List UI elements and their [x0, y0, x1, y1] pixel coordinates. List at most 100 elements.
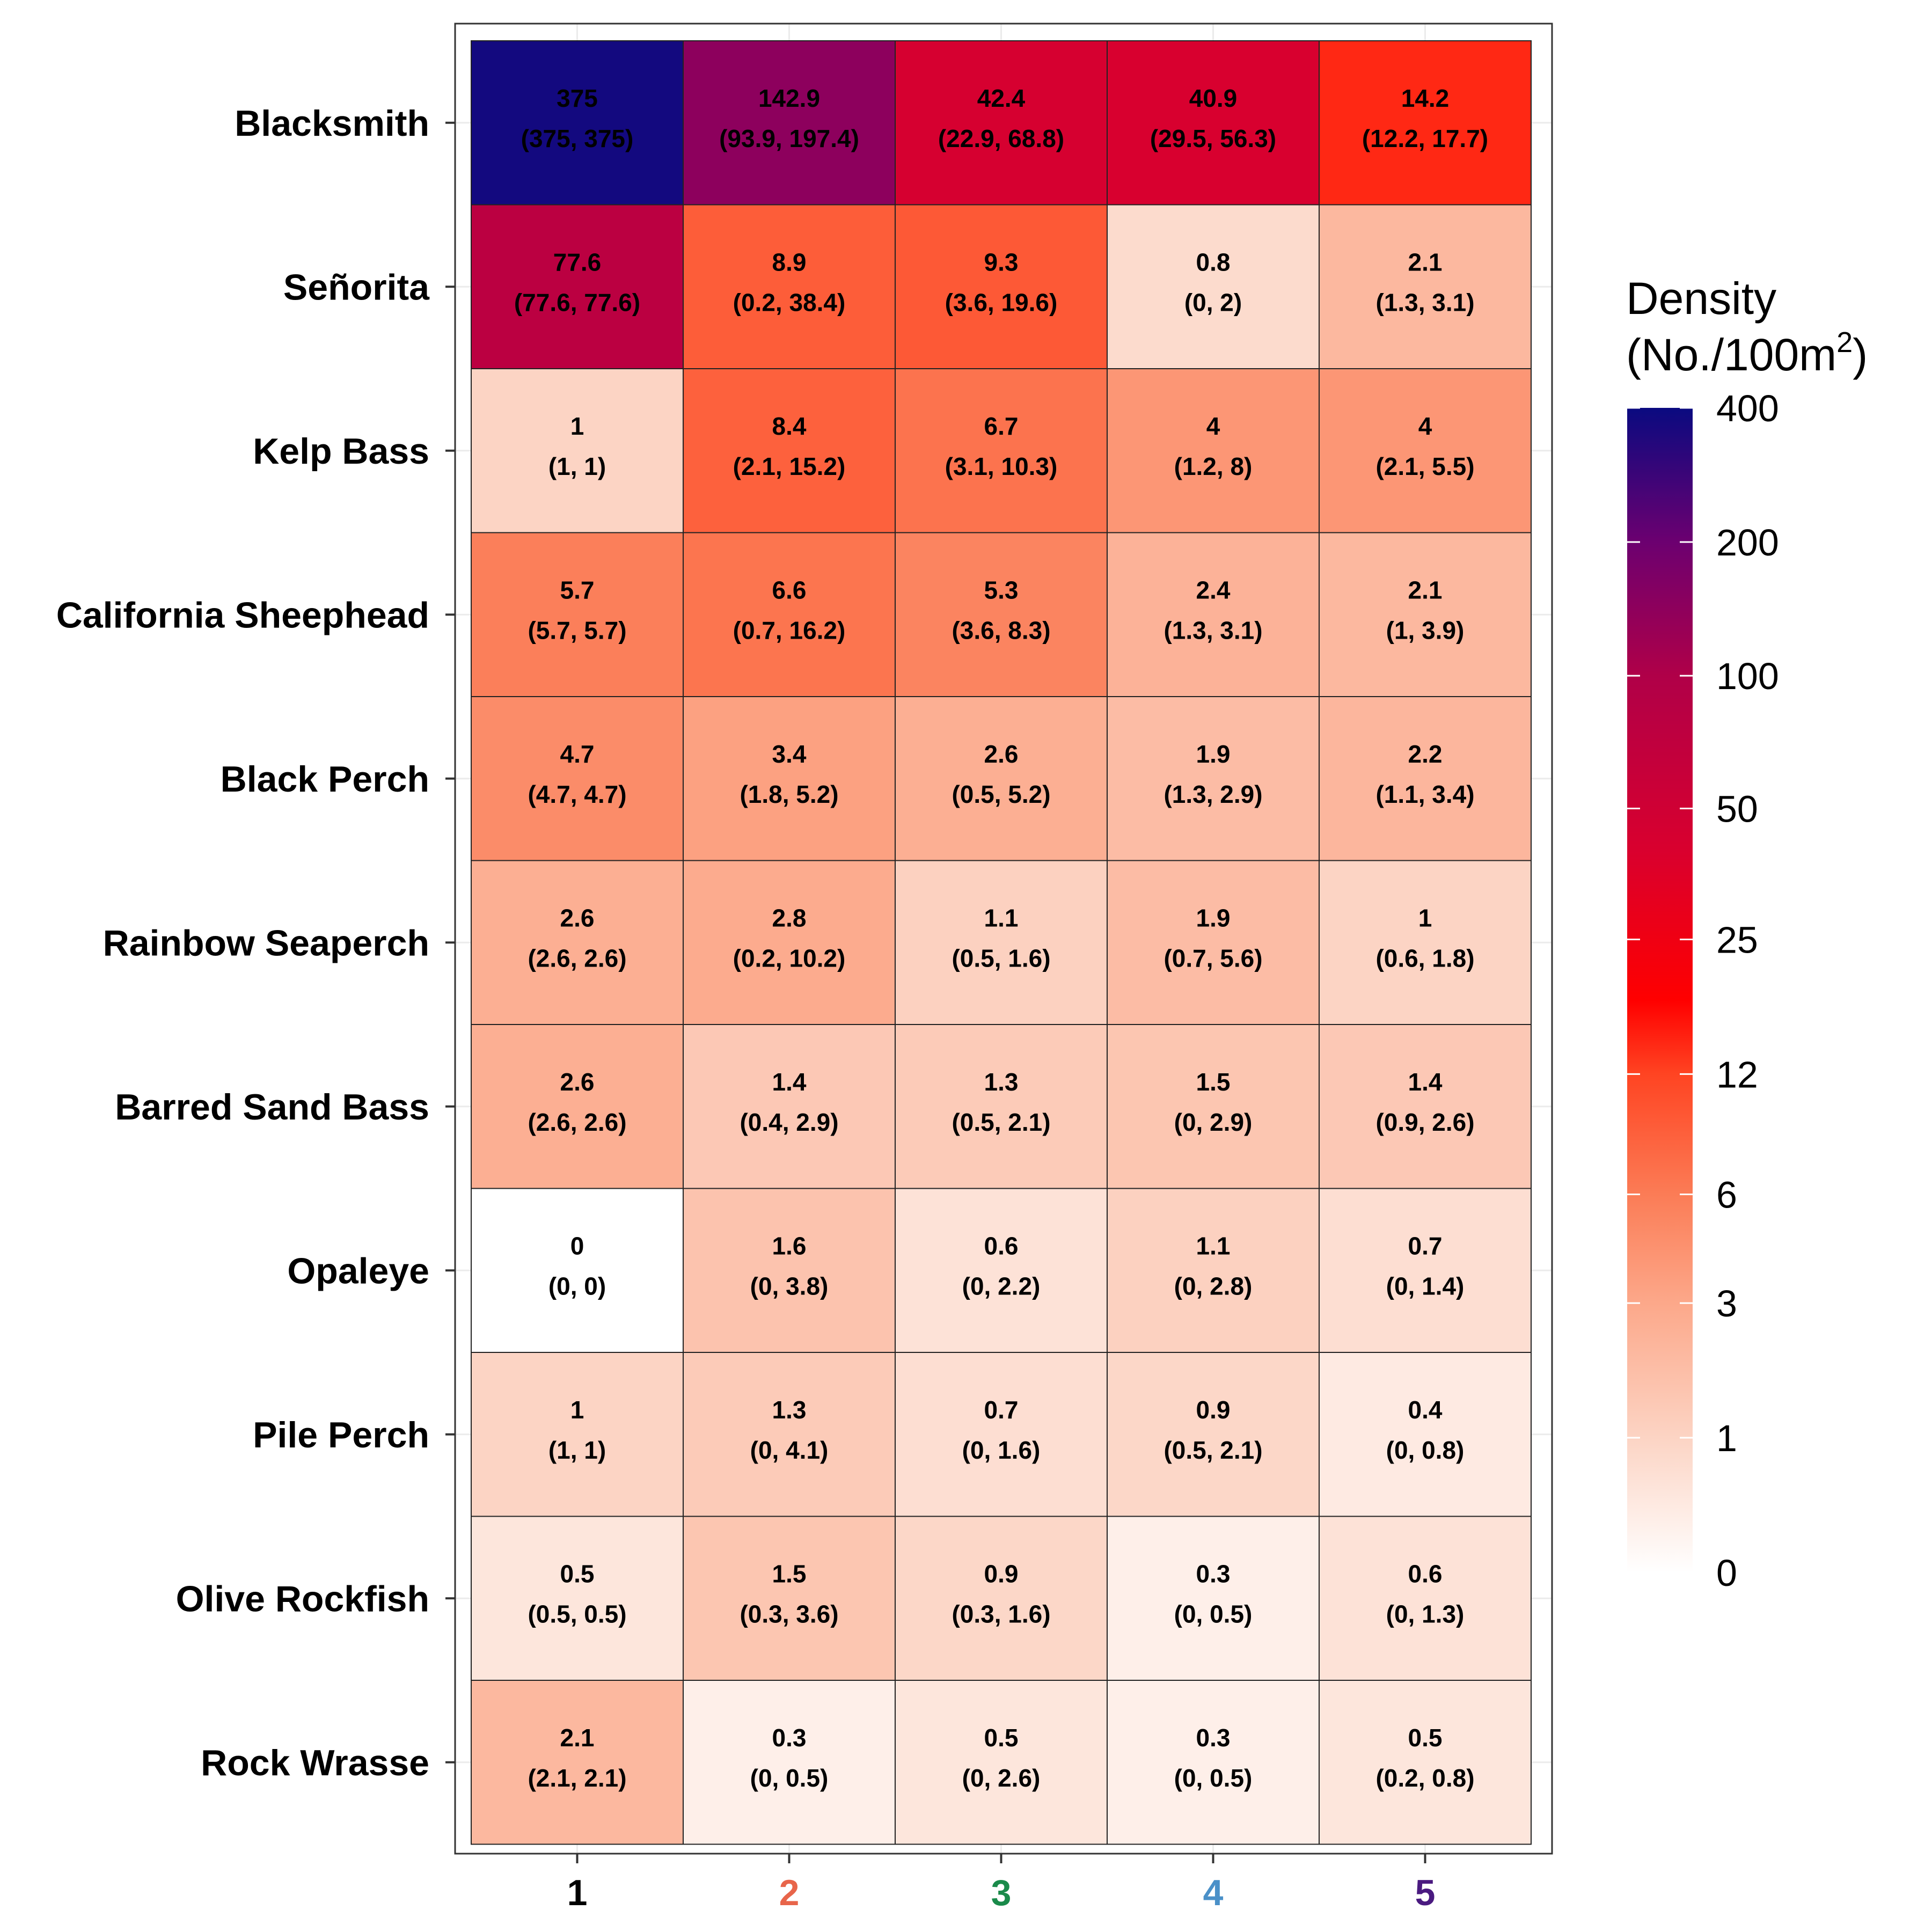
cell-ci-label: (3.6, 8.3) — [952, 617, 1050, 645]
y-axis-tick-label: California Sheephead — [56, 595, 429, 635]
cell-value-label: 4 — [1206, 412, 1220, 440]
cell-ci-label: (0, 2.6) — [962, 1764, 1041, 1792]
legend-tick-label: 100 — [1716, 655, 1779, 697]
cell-value-label: 0.5 — [560, 1560, 595, 1588]
cell-value-label: 5.3 — [984, 576, 1019, 604]
cell-ci-label: (0.9, 2.6) — [1375, 1108, 1474, 1136]
x-axis-tick-label: 5 — [1415, 1872, 1436, 1913]
cell-ci-label: (1.3, 2.9) — [1163, 780, 1262, 808]
heatmap-cell — [1319, 696, 1532, 861]
y-axis-tick-label: Olive Rockfish — [176, 1578, 429, 1619]
heatmap-cell — [683, 532, 896, 697]
cell-ci-label: (0.2, 10.2) — [733, 945, 846, 972]
legend-tick-label: 400 — [1716, 387, 1779, 429]
cell-value-label: 77.6 — [553, 248, 602, 276]
cell-value-label: 1.5 — [772, 1560, 807, 1588]
y-axis-tick-label: Kelp Bass — [253, 431, 429, 472]
cell-value-label: 5.7 — [560, 576, 595, 604]
heatmap-cell — [471, 204, 684, 369]
cell-value-label: 0.5 — [984, 1724, 1019, 1752]
cell-value-label: 1.9 — [1196, 904, 1231, 932]
cell-ci-label: (0.5, 2.1) — [952, 1108, 1050, 1136]
heatmap-cell — [471, 1516, 684, 1681]
heatmap-cell — [895, 1024, 1108, 1189]
x-axis-tick-label: 2 — [779, 1872, 800, 1913]
heatmap-cell — [1107, 696, 1320, 861]
heatmap-cell — [471, 532, 684, 697]
heatmap-cell — [1107, 1516, 1320, 1681]
heatmap-cell — [1319, 1024, 1532, 1189]
cell-value-label: 9.3 — [984, 248, 1019, 276]
cell-value-label: 1.4 — [772, 1068, 807, 1096]
cell-value-label: 0.5 — [1408, 1724, 1443, 1752]
cell-ci-label: (5.7, 5.7) — [528, 617, 626, 645]
heatmap-cell — [1319, 532, 1532, 697]
x-axis: 1 2 3 4 5 — [567, 1854, 1436, 1913]
heatmap-cell — [1319, 1188, 1532, 1353]
legend-tick-label: 0 — [1716, 1552, 1737, 1594]
cell-ci-label: (0, 0.5) — [750, 1764, 829, 1792]
legend-tick-label: 25 — [1716, 919, 1758, 961]
cell-ci-label: (0.3, 1.6) — [952, 1600, 1050, 1628]
legend-ticks: 400 200 100 50 25 12 6 3 1 0 — [1627, 387, 1779, 1594]
cell-ci-label: (1, 1) — [548, 452, 606, 480]
heatmap-cell — [471, 1352, 684, 1517]
heatmap-cell — [895, 696, 1108, 861]
cell-value-label: 0.9 — [1196, 1396, 1231, 1424]
y-axis-tick-label: Blacksmith — [235, 103, 429, 144]
cell-ci-label: (0.5, 0.5) — [528, 1600, 626, 1628]
cell-value-label: 375 — [557, 84, 598, 112]
cell-value-label: 6.7 — [984, 412, 1019, 440]
heatmap-cell — [1319, 1516, 1532, 1681]
heatmap-cell — [471, 696, 684, 861]
cell-value-label: 0.4 — [1408, 1396, 1443, 1424]
y-axis-tick-label: Barred Sand Bass — [115, 1087, 429, 1128]
cell-value-label: 8.4 — [772, 412, 807, 440]
cell-ci-label: (0, 1.3) — [1386, 1600, 1465, 1628]
cell-value-label: 40.9 — [1189, 84, 1238, 112]
cell-value-label: 8.9 — [772, 248, 807, 276]
cell-value-label: 1.6 — [772, 1232, 807, 1260]
cell-ci-label: (1.3, 3.1) — [1163, 617, 1262, 645]
y-axis-tick-label: Opaleye — [287, 1250, 429, 1291]
heatmap-cell — [471, 368, 684, 533]
heatmap-cell — [895, 368, 1108, 533]
cell-ci-label: (0, 0.5) — [1174, 1764, 1253, 1792]
heatmap-cell — [895, 40, 1108, 206]
cell-value-label: 14.2 — [1401, 84, 1450, 112]
cell-value-label: 2.6 — [560, 1068, 595, 1096]
cell-ci-label: (0, 4.1) — [750, 1436, 829, 1464]
cell-ci-label: (1.2, 8) — [1174, 452, 1253, 480]
cell-value-label: 4.7 — [560, 740, 595, 768]
legend-title-close: ) — [1853, 330, 1868, 380]
cell-ci-label: (0, 3.8) — [750, 1272, 829, 1300]
cell-value-label: 1.5 — [1196, 1068, 1231, 1096]
cell-value-label: 2.2 — [1408, 740, 1443, 768]
heatmap-cell — [1107, 860, 1320, 1025]
cell-value-label: 42.4 — [977, 84, 1026, 112]
cell-value-label: 1 — [570, 1396, 584, 1424]
cell-value-label: 142.9 — [758, 84, 820, 112]
cell-ci-label: (0.2, 0.8) — [1375, 1764, 1474, 1792]
heatmap-cell — [895, 860, 1108, 1025]
cell-value-label: 0.3 — [1196, 1560, 1231, 1588]
heatmap-cell — [683, 860, 896, 1025]
cell-value-label: 0.3 — [772, 1724, 807, 1752]
heatmap-cells — [471, 40, 1532, 1845]
heatmap-cell — [683, 1516, 896, 1681]
heatmap-cell — [895, 1516, 1108, 1681]
legend-title-line1: Density — [1626, 273, 1776, 324]
cell-ci-label: (0, 0.5) — [1174, 1600, 1253, 1628]
cell-ci-label: (0.6, 1.8) — [1375, 945, 1474, 972]
cell-ci-label: (12.2, 17.7) — [1362, 125, 1488, 152]
heatmap-cell — [683, 1680, 896, 1845]
cell-ci-label: (0.3, 3.6) — [740, 1600, 838, 1628]
heatmap-cell — [1107, 40, 1320, 206]
cell-ci-label: (0, 2.2) — [962, 1272, 1041, 1300]
cell-ci-label: (1, 3.9) — [1386, 617, 1465, 645]
cell-value-label: 0.9 — [984, 1560, 1019, 1588]
cell-ci-label: (0.2, 38.4) — [733, 289, 846, 317]
cell-ci-label: (2.1, 5.5) — [1375, 452, 1474, 480]
heatmap-cell — [471, 1188, 684, 1353]
